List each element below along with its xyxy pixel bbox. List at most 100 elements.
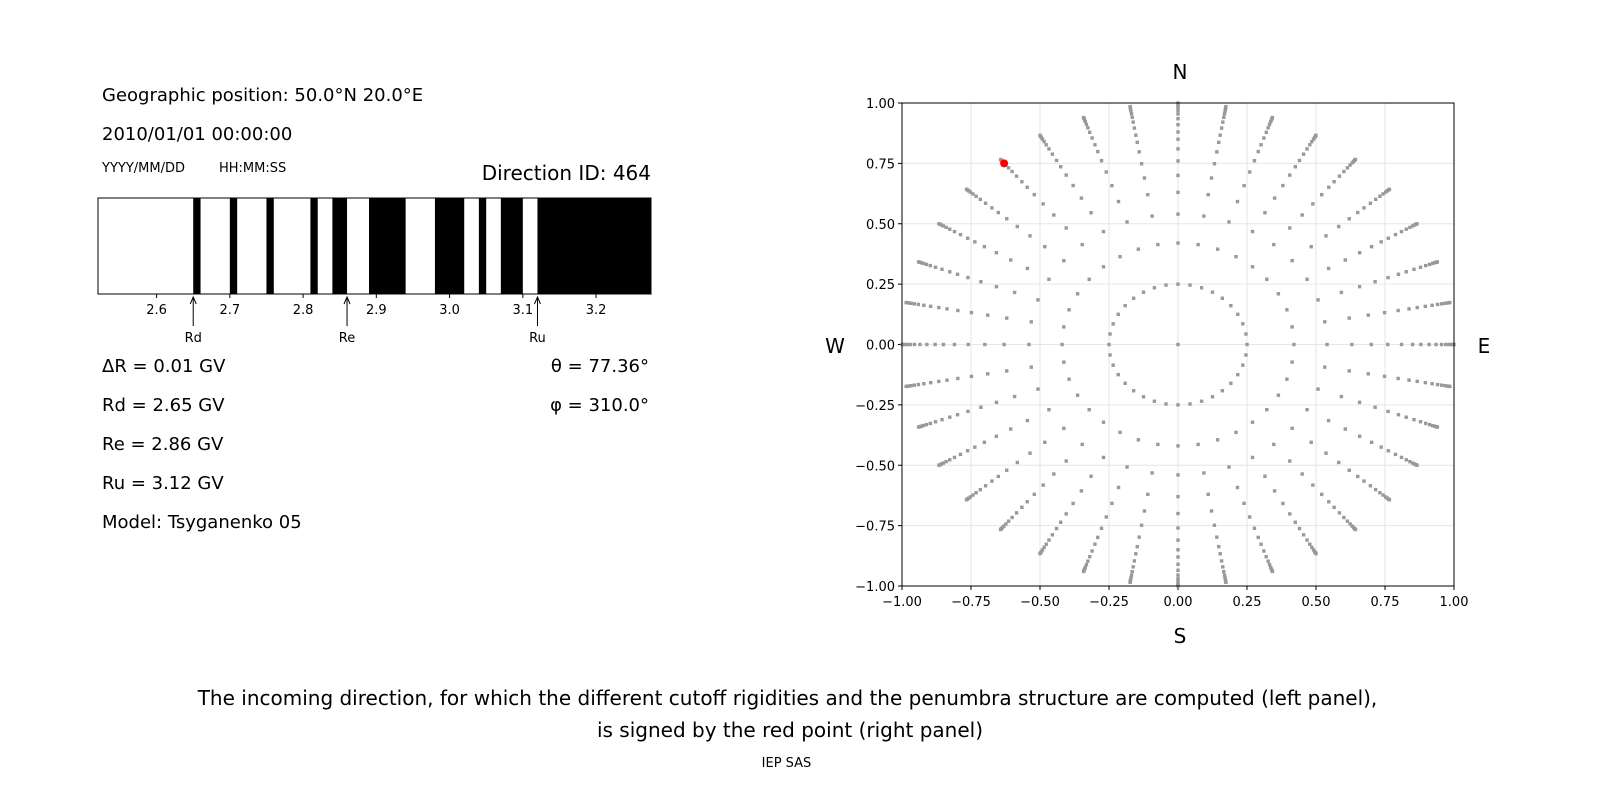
grid-point xyxy=(1415,379,1419,384)
grid-point xyxy=(1336,460,1341,465)
grid-point xyxy=(1067,308,1071,312)
grid-point xyxy=(1308,542,1312,546)
grid-point xyxy=(924,262,929,267)
grid-point xyxy=(1326,266,1331,271)
grid-point xyxy=(941,342,946,347)
grid-point xyxy=(1125,465,1129,469)
grid-point xyxy=(1134,552,1138,556)
grid-point xyxy=(1227,220,1231,224)
y-tick-label: 1.00 xyxy=(866,97,895,112)
grid-point xyxy=(1093,542,1097,546)
grid-point xyxy=(1101,455,1106,460)
grid-point xyxy=(1188,402,1192,406)
grid-point xyxy=(933,265,938,269)
grid-point xyxy=(1288,173,1292,177)
grid-point xyxy=(1176,568,1180,573)
grid-point xyxy=(952,455,957,460)
grid-point xyxy=(1176,555,1180,559)
grid-point xyxy=(1108,353,1112,357)
grid-point xyxy=(1210,395,1215,399)
grid-point xyxy=(1099,158,1104,163)
grid-point xyxy=(928,263,933,268)
grid-point xyxy=(1311,483,1315,487)
grid-point xyxy=(937,305,941,310)
grid-point xyxy=(1118,430,1122,435)
grid-point xyxy=(1176,105,1180,110)
grid-point xyxy=(1396,413,1401,417)
grid-point xyxy=(996,210,1000,215)
grid-point xyxy=(1386,449,1391,453)
grid-point xyxy=(1196,242,1200,247)
grid-point xyxy=(1310,139,1314,144)
grid-point xyxy=(1301,533,1306,537)
grid-point xyxy=(918,342,922,347)
grid-point xyxy=(1323,320,1327,324)
grid-point xyxy=(1130,569,1134,574)
grid-point xyxy=(1008,427,1013,431)
grid-point xyxy=(1010,515,1014,520)
grid-point xyxy=(1386,275,1390,280)
grid-point xyxy=(969,374,974,379)
grid-point xyxy=(1044,542,1048,546)
grid-point xyxy=(1348,522,1352,526)
grid-point xyxy=(1176,212,1180,216)
grid-point xyxy=(1373,405,1377,409)
grid-point xyxy=(1418,265,1423,269)
grid-point xyxy=(1215,247,1220,251)
grid-point xyxy=(1245,342,1249,347)
grid-point xyxy=(1297,158,1302,163)
grid-point xyxy=(973,240,977,244)
credit: IEP SAS xyxy=(761,756,812,771)
grid-point xyxy=(1236,372,1240,377)
grid-point xyxy=(1215,438,1220,442)
grid-point xyxy=(1131,120,1135,124)
grid-point xyxy=(1259,143,1263,147)
grid-point xyxy=(955,413,960,417)
grid-point xyxy=(948,415,952,419)
grid-point xyxy=(1129,109,1133,113)
grid-point xyxy=(1427,262,1432,267)
grid-point xyxy=(1272,242,1276,247)
grid-point xyxy=(1381,192,1385,196)
grid-point xyxy=(1128,580,1132,585)
grid-point xyxy=(1128,104,1132,109)
grid-point xyxy=(971,493,975,497)
grid-point xyxy=(1404,227,1408,231)
grid-point xyxy=(1439,383,1444,387)
grid-point xyxy=(1064,173,1068,177)
grid-point xyxy=(1028,451,1032,455)
grid-point xyxy=(1387,498,1392,502)
x-tick-label: −0.25 xyxy=(1089,595,1129,610)
x-tick-label: 2.6 xyxy=(146,303,167,318)
grid-point xyxy=(916,382,921,387)
grid-point xyxy=(1146,192,1150,197)
x-tick-label: 0.75 xyxy=(1371,595,1400,610)
grid-point xyxy=(1038,551,1042,556)
grid-point xyxy=(973,445,977,449)
grid-point xyxy=(1067,377,1071,381)
grid-point xyxy=(1107,342,1111,347)
grid-point xyxy=(1373,197,1378,202)
grid-point xyxy=(1071,501,1075,506)
grid-point xyxy=(1176,130,1180,134)
grid-point xyxy=(1435,425,1440,429)
grid-point xyxy=(1086,126,1090,130)
grid-point xyxy=(1101,265,1106,269)
grid-point xyxy=(1362,479,1366,483)
grid-point xyxy=(1043,245,1047,249)
grid-point xyxy=(916,302,921,307)
grid-point xyxy=(983,342,987,347)
y-tick-label: −0.50 xyxy=(855,459,895,474)
grid-point xyxy=(1164,402,1168,406)
grid-point xyxy=(1379,240,1383,244)
geo-position: Geographic position: 50.0°N 20.0°E xyxy=(102,85,424,106)
grid-point xyxy=(1087,407,1091,412)
grid-point xyxy=(1083,565,1088,570)
x-tick-label: 2.9 xyxy=(366,303,387,318)
grid-point xyxy=(1020,505,1024,509)
grid-point xyxy=(979,280,983,284)
grid-point xyxy=(1411,224,1415,228)
grid-point xyxy=(1305,277,1309,281)
grid-point xyxy=(1430,303,1434,307)
grid-point xyxy=(1218,552,1222,556)
